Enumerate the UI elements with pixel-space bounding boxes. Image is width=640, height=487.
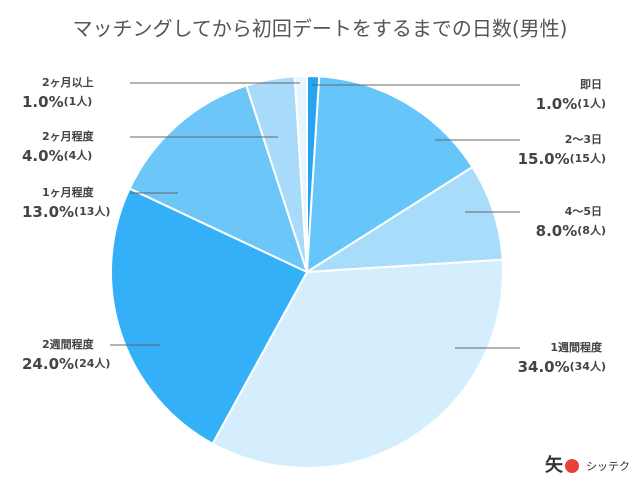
- pie-slice: [110, 187, 309, 446]
- percent-label: 34.0%: [518, 358, 570, 376]
- category-label: 1ヶ月程度: [42, 185, 95, 199]
- count-label: (8人): [577, 223, 606, 237]
- value-label: 24.0%(24人): [22, 355, 110, 373]
- count-label: (4人): [64, 148, 93, 162]
- count-label: (13人): [74, 204, 110, 218]
- logo-text: シッテク: [586, 460, 630, 473]
- category-label: 2〜3日: [565, 133, 602, 146]
- logo-face: [565, 459, 579, 473]
- count-label: (15人): [570, 151, 606, 165]
- pie-slice: [293, 74, 308, 273]
- category-label: 2ヶ月以上: [42, 75, 94, 89]
- pie-slice: [305, 75, 474, 274]
- count-label: (34人): [570, 359, 606, 373]
- percent-label: 4.0%: [22, 147, 64, 165]
- pie-slice: [128, 84, 309, 274]
- logo-icon: 矢: [545, 454, 564, 476]
- percent-label: 1.0%: [536, 95, 578, 113]
- percent-label: 24.0%: [22, 355, 74, 373]
- value-label: 4.0%(4人): [22, 147, 92, 165]
- category-label: 1週間程度: [550, 340, 603, 354]
- count-label: (24人): [74, 356, 110, 370]
- value-label: 15.0%(15人): [518, 150, 606, 168]
- percent-label: 8.0%: [536, 222, 578, 240]
- count-label: (1人): [64, 94, 93, 108]
- chart-title: マッチングしてから初回デートをするまでの日数(男性): [72, 17, 567, 41]
- value-label: 8.0%(8人): [536, 222, 606, 240]
- category-label: 2ヶ月程度: [42, 129, 95, 143]
- percent-label: 15.0%: [518, 150, 570, 168]
- value-label: 34.0%(34人): [518, 358, 606, 376]
- count-label: (1人): [577, 96, 606, 110]
- category-label: 2週間程度: [42, 337, 95, 351]
- category-label: 即日: [580, 78, 602, 91]
- percent-label: 1.0%: [22, 93, 64, 111]
- value-label: 13.0%(13人): [22, 203, 110, 221]
- pie-slice: [306, 165, 504, 273]
- value-label: 1.0%(1人): [22, 93, 92, 111]
- category-label: 4〜5日: [565, 205, 602, 218]
- percent-label: 13.0%: [22, 203, 74, 221]
- value-label: 1.0%(1人): [536, 95, 606, 113]
